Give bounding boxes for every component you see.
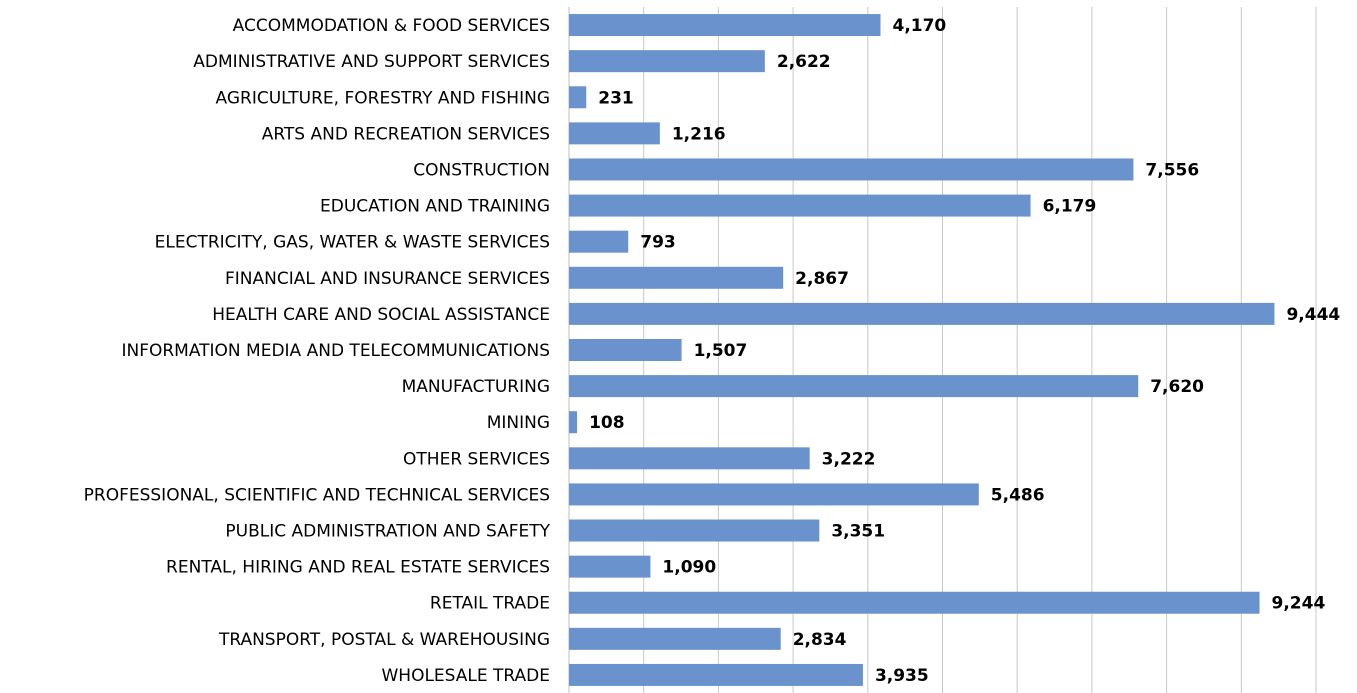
value-label: 1,216 xyxy=(672,124,726,144)
value-label: 3,351 xyxy=(831,522,885,542)
value-label: 108 xyxy=(589,413,625,433)
value-label: 1,507 xyxy=(694,341,748,361)
value-label: 3,222 xyxy=(822,449,876,469)
category-label: MINING xyxy=(487,413,550,433)
category-label: ADMINISTRATIVE AND SUPPORT SERVICES xyxy=(193,52,550,72)
value-label: 2,834 xyxy=(793,630,847,650)
category-label: RENTAL, HIRING AND REAL ESTATE SERVICES xyxy=(166,558,550,578)
category-label: ELECTRICITY, GAS, WATER & WASTE SERVICES xyxy=(155,233,550,253)
bar xyxy=(569,519,820,542)
category-label: INFORMATION MEDIA AND TELECOMMUNICATIONS xyxy=(121,341,550,361)
bar xyxy=(569,14,881,37)
category-label: PUBLIC ADMINISTRATION AND SAFETY xyxy=(225,522,550,542)
value-label: 4,170 xyxy=(892,16,946,36)
category-label: PROFESSIONAL, SCIENTIFIC AND TECHNICAL S… xyxy=(84,485,550,505)
bar xyxy=(569,122,660,145)
category-label: RETAIL TRADE xyxy=(430,594,550,614)
bar xyxy=(569,86,587,109)
bar xyxy=(569,555,651,578)
category-label: CONSTRUCTION xyxy=(413,160,550,180)
category-label: EDUCATION AND TRAINING xyxy=(320,197,550,217)
value-label: 7,620 xyxy=(1150,377,1204,397)
category-label: AGRICULTURE, FORESTRY AND FISHING xyxy=(216,88,550,108)
category-label: ARTS AND RECREATION SERVICES xyxy=(262,124,550,144)
category-label: ACCOMMODATION & FOOD SERVICES xyxy=(233,16,550,36)
bar xyxy=(569,483,979,506)
bar xyxy=(569,627,781,650)
bar xyxy=(569,447,810,470)
value-label: 7,556 xyxy=(1145,160,1199,180)
category-label: TRANSPORT, POSTAL & WAREHOUSING xyxy=(218,630,550,650)
value-label: 9,244 xyxy=(1272,594,1326,614)
bar xyxy=(569,375,1139,398)
value-label: 5,486 xyxy=(991,485,1045,505)
category-label: FINANCIAL AND INSURANCE SERVICES xyxy=(225,269,550,289)
bar xyxy=(569,591,1260,614)
value-label: 2,867 xyxy=(795,269,849,289)
bar xyxy=(569,266,784,289)
bar xyxy=(569,302,1275,325)
category-label: MANUFACTURING xyxy=(402,377,550,397)
bar xyxy=(569,339,682,361)
bar xyxy=(569,663,863,686)
bar xyxy=(569,158,1134,181)
value-label: 793 xyxy=(640,233,676,253)
bar xyxy=(569,50,765,73)
bar xyxy=(569,194,1031,217)
value-label: 1,090 xyxy=(662,558,716,578)
value-label: 231 xyxy=(598,88,634,108)
bar xyxy=(569,411,578,434)
value-label: 3,935 xyxy=(875,666,929,686)
category-label: WHOLESALE TRADE xyxy=(381,666,550,686)
category-label: HEALTH CARE AND SOCIAL ASSISTANCE xyxy=(212,305,550,325)
bar xyxy=(569,230,629,253)
value-label: 9,444 xyxy=(1286,305,1340,325)
value-label: 2,622 xyxy=(777,52,831,72)
value-label: 6,179 xyxy=(1043,197,1097,217)
category-label: OTHER SERVICES xyxy=(403,449,550,469)
